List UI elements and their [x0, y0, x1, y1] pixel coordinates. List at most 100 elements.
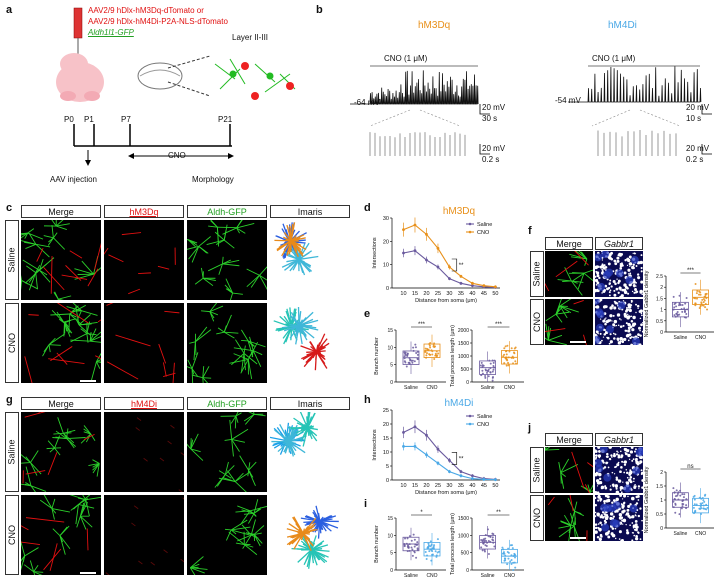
data-point: [436, 246, 440, 250]
process: [217, 327, 225, 333]
data-point: [703, 299, 706, 302]
micrograph-f-cno-merge: [545, 299, 593, 345]
data-point: [504, 554, 507, 557]
puncta: [627, 329, 631, 333]
puncta: [621, 503, 623, 505]
data-point: [411, 361, 414, 364]
puncta: [617, 324, 620, 327]
process: [79, 515, 87, 530]
data-point: [425, 453, 428, 457]
process: [48, 333, 66, 346]
nucleus: [597, 282, 606, 291]
puncta: [601, 292, 603, 294]
data-point: [492, 361, 495, 364]
y-axis-label: Total process length (μm): [450, 513, 456, 575]
data-point: [425, 356, 428, 359]
puncta: [609, 306, 613, 310]
data-point: [695, 292, 698, 295]
process: [57, 417, 64, 434]
data-point: [489, 362, 492, 365]
puncta: [635, 525, 639, 529]
nucleus: [630, 255, 639, 264]
puncta: [599, 528, 602, 530]
process: [230, 529, 237, 535]
puncta: [618, 253, 622, 257]
process: [190, 563, 200, 569]
data-point: [425, 232, 428, 236]
puncta: [637, 336, 640, 339]
hm4di-sb2-s: 0.2 s: [686, 155, 704, 164]
puncta: [616, 313, 621, 317]
puncta: [629, 265, 631, 268]
process: [248, 513, 255, 524]
puncta: [604, 318, 606, 320]
process: [567, 498, 575, 512]
data-point: [435, 555, 438, 558]
data-point: [701, 502, 704, 505]
puncta: [595, 305, 600, 309]
data-point: [410, 539, 413, 542]
data-point: [693, 494, 696, 497]
data-point: [429, 545, 432, 548]
data-point: [704, 302, 707, 305]
puncta: [621, 506, 625, 509]
puncta: [629, 325, 633, 329]
data-point: [430, 349, 433, 352]
process: [68, 313, 71, 330]
puncta: [599, 521, 602, 525]
reconstruction-branch: [302, 427, 309, 447]
nucleus: [615, 269, 624, 278]
y-axis-label: Branch number: [374, 525, 380, 563]
puncta: [633, 480, 635, 483]
process: [245, 414, 255, 425]
process: [89, 328, 97, 342]
data-point: [698, 496, 701, 499]
data-point: [416, 541, 419, 544]
puncta: [607, 535, 611, 539]
data-point: [430, 543, 433, 546]
process: [191, 374, 203, 379]
y-tick-label: 10: [383, 450, 389, 456]
data-point: [404, 537, 407, 540]
puncta: [631, 515, 635, 519]
puncta: [612, 499, 616, 502]
process: [25, 517, 65, 523]
data-point: [459, 281, 463, 285]
data-point: [437, 352, 440, 355]
puncta: [597, 499, 600, 502]
process: [231, 439, 234, 457]
puncta: [610, 257, 614, 261]
process: [79, 502, 85, 517]
process: [158, 343, 167, 364]
x-axis-label: Distance from soma (μm): [415, 490, 477, 496]
data-point: [486, 528, 489, 531]
data-point: [492, 365, 495, 368]
data-point: [410, 546, 413, 549]
data-point: [433, 358, 436, 361]
process: [30, 485, 36, 492]
legend-marker: [468, 222, 472, 226]
data-point: [482, 364, 485, 367]
data-point: [406, 550, 409, 553]
data-point: [471, 284, 474, 288]
puncta: [597, 454, 602, 458]
puncta: [598, 537, 602, 541]
process: [88, 463, 100, 466]
puncta: [595, 449, 597, 451]
puncta: [618, 317, 621, 320]
process: [236, 220, 243, 229]
process: [26, 265, 36, 273]
tp-p7: P7: [121, 115, 131, 124]
process: [242, 534, 252, 549]
micrograph-f-saline-merge: [545, 251, 593, 297]
data-point: [428, 550, 431, 553]
process: [223, 331, 235, 339]
puncta: [595, 515, 597, 518]
data-point: [503, 559, 506, 562]
data-point: [672, 295, 675, 298]
process: [189, 567, 196, 575]
hm3dq-sb2-mv: 20 mV: [482, 144, 506, 153]
data-point: [704, 306, 707, 309]
puncta: [637, 514, 641, 518]
process: [548, 334, 563, 341]
